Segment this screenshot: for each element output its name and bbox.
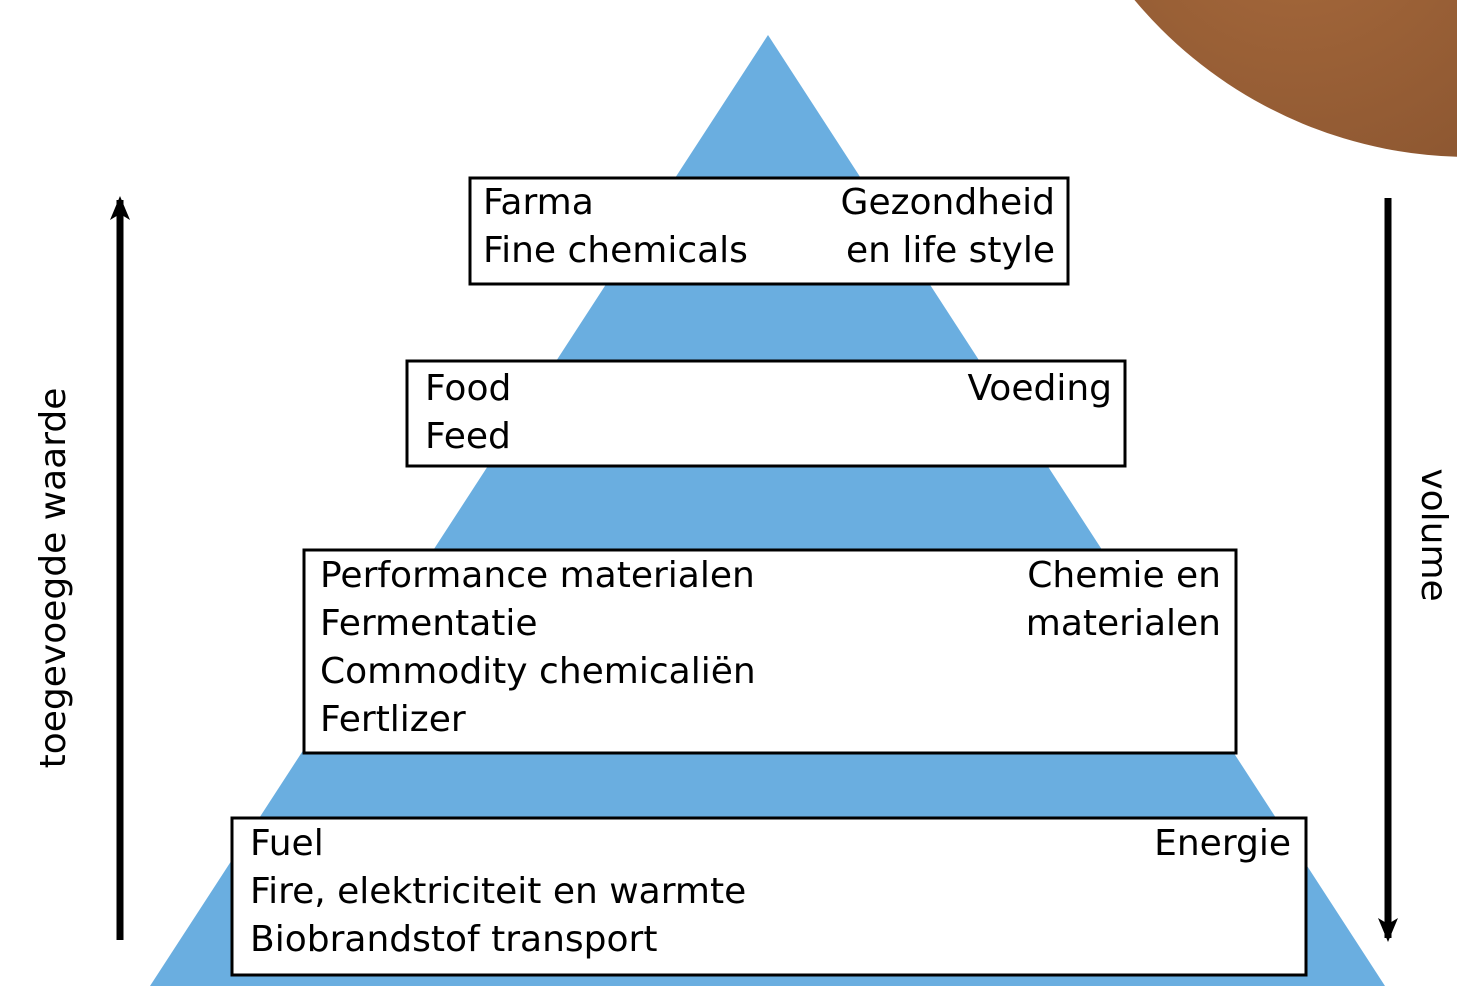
level-text-left: Farma: [483, 182, 594, 223]
level-text-left: Fire, elektriciteit en warmte: [250, 871, 746, 912]
level-text-right: Chemie en: [1027, 555, 1221, 596]
level-text-right: Voeding: [967, 368, 1112, 409]
axis-label-left: toegevoegde waarde: [33, 388, 74, 769]
level-text-right: materialen: [1026, 603, 1221, 644]
level-text-left: Feed: [425, 416, 511, 457]
level-text-left: Food: [425, 368, 511, 409]
level-text-left: Biobrandstof transport: [250, 919, 657, 960]
soil-image: [1033, 0, 1457, 157]
level-text-left: Fermentatie: [320, 603, 538, 644]
level-text-right: en life style: [846, 230, 1055, 271]
level-text-left: Fine chemicals: [483, 230, 748, 271]
level-text-left: Fuel: [250, 823, 324, 864]
level-text-left: Commodity chemicaliën: [320, 651, 756, 692]
page: toegevoegde waarde volume Farma Fine chem…: [0, 0, 1457, 986]
level-text-left: Fertlizer: [320, 699, 466, 740]
level-text-left: Performance materialen: [320, 555, 755, 596]
level-text-right: Gezondheid: [841, 182, 1055, 223]
level-text-right: Energie: [1154, 823, 1291, 864]
diagram: toegevoegde waarde volume Farma Fine chem…: [0, 0, 1457, 986]
axis-label-right: volume: [1413, 468, 1454, 601]
